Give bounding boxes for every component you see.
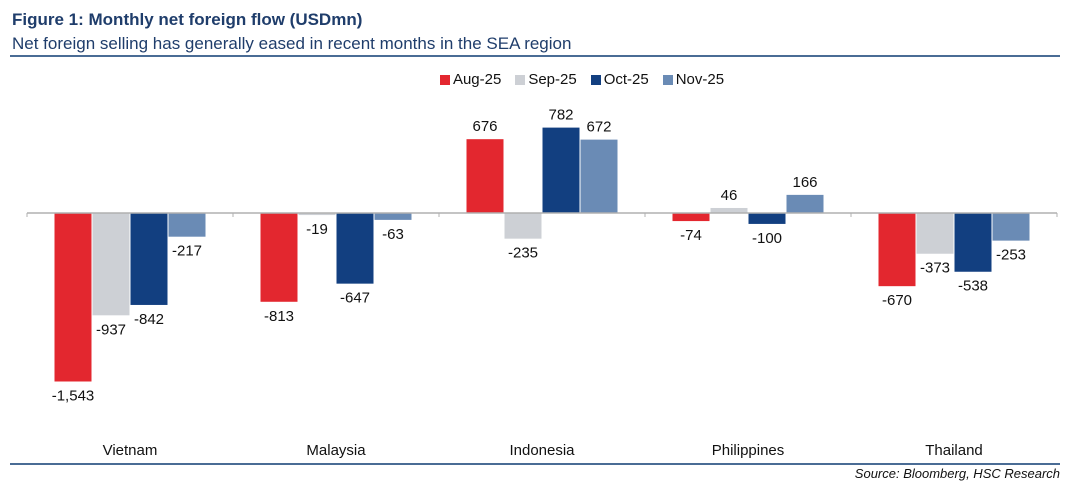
- data-label: -235: [508, 245, 538, 262]
- legend-label: Aug-25: [452, 71, 502, 88]
- data-label: 672: [586, 119, 611, 136]
- category-label: Philippines: [712, 442, 785, 459]
- bar-oct-25-vietnam: [130, 213, 168, 305]
- bar-sep-25-thailand: [916, 213, 954, 254]
- footer-divider: [10, 463, 1060, 465]
- bar-nov-25-vietnam: [168, 213, 206, 237]
- data-label: -217: [172, 243, 202, 260]
- figure-subtitle: Net foreign selling has generally eased …: [12, 34, 572, 53]
- chart-legend: Aug-25 Sep-25 Oct-25 Nov-25: [0, 71, 1084, 88]
- category-label: Indonesia: [509, 442, 575, 459]
- legend-swatch: [662, 74, 673, 85]
- data-label: -19: [306, 221, 328, 238]
- data-label: -100: [752, 230, 782, 247]
- figure-title: Figure 1: Monthly net foreign flow (USDm…: [12, 10, 363, 29]
- legend-label: Oct-25: [603, 71, 649, 88]
- bar-nov-25-thailand: [992, 213, 1030, 241]
- data-label: -842: [134, 311, 164, 328]
- legend-item: Aug-25: [439, 71, 502, 88]
- bar-oct-25-malaysia: [336, 213, 374, 284]
- bar-oct-25-philippines: [748, 213, 786, 224]
- bar-aug-25-indonesia: [466, 139, 504, 213]
- legend-swatch: [515, 74, 526, 85]
- bar-sep-25-philippines: [710, 207, 748, 213]
- source-note: Source: Bloomberg, HSC Research: [854, 466, 1060, 481]
- data-label: -63: [382, 226, 404, 243]
- header-divider: [10, 55, 1060, 57]
- legend-item: Oct-25: [590, 71, 649, 88]
- legend-item: Nov-25: [662, 71, 725, 88]
- bar-sep-25-vietnam: [92, 213, 130, 316]
- data-label: 166: [792, 174, 817, 191]
- legend-swatch: [590, 74, 601, 85]
- legend-swatch: [439, 74, 450, 85]
- bar-nov-25-philippines: [786, 194, 824, 213]
- bar-aug-25-thailand: [878, 213, 916, 287]
- data-label: -74: [680, 227, 702, 244]
- data-label: -538: [958, 278, 988, 295]
- data-label: -670: [882, 292, 912, 309]
- bar-nov-25-indonesia: [580, 139, 618, 213]
- legend-label: Sep-25: [528, 71, 577, 88]
- bar-aug-25-malaysia: [260, 213, 298, 302]
- category-label: Malaysia: [306, 442, 366, 459]
- bar-aug-25-philippines: [672, 213, 710, 222]
- data-label: -253: [996, 247, 1026, 264]
- bar-oct-25-thailand: [954, 213, 992, 272]
- bar-nov-25-malaysia: [374, 213, 412, 220]
- data-label: -373: [920, 260, 950, 277]
- data-label: 782: [548, 107, 573, 124]
- data-label: -937: [96, 321, 126, 338]
- data-label: 676: [472, 118, 497, 135]
- data-label: -1,543: [52, 387, 95, 404]
- data-label: 46: [721, 187, 738, 204]
- category-label: Vietnam: [103, 442, 158, 459]
- category-label: Thailand: [925, 442, 983, 459]
- data-label: -647: [340, 290, 370, 307]
- bar-oct-25-indonesia: [542, 127, 580, 213]
- legend-label: Nov-25: [675, 71, 725, 88]
- bar-aug-25-vietnam: [54, 213, 92, 382]
- bar-sep-25-malaysia: [298, 213, 336, 216]
- bar-sep-25-indonesia: [504, 213, 542, 239]
- legend-item: Sep-25: [515, 71, 577, 88]
- data-label: -813: [264, 308, 294, 325]
